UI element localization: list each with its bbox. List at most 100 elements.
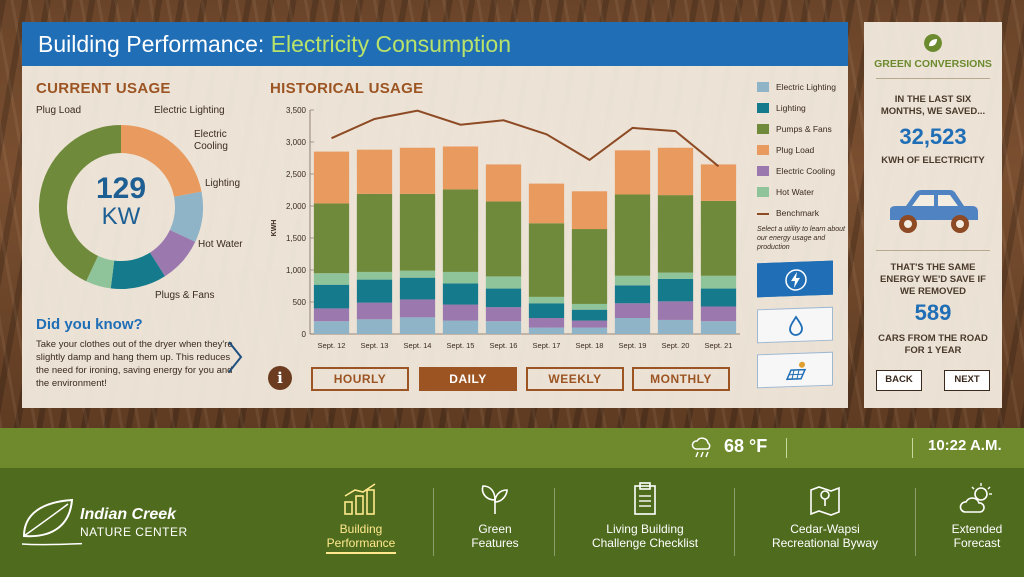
current-usage-unit: KW (101, 203, 141, 230)
bar-segment[interactable] (442, 271, 479, 284)
bar-segment[interactable] (657, 301, 694, 320)
donut-slice-5[interactable] (38, 125, 121, 282)
legend-swatch (757, 187, 769, 197)
nav-building-performance[interactable]: Building Performance (315, 482, 407, 572)
period-daily-button[interactable]: DAILY (419, 367, 517, 391)
bar-segment[interactable] (313, 203, 350, 274)
bar-segment[interactable] (399, 193, 436, 271)
bar-segment[interactable] (657, 278, 694, 302)
info-button[interactable]: i (268, 366, 292, 390)
nav-cedar-wapsi-byway[interactable]: Cedar-Wapsi Recreational Byway (757, 482, 893, 572)
water-utility-button[interactable] (757, 306, 833, 344)
bar-segment[interactable] (657, 147, 694, 196)
period-hourly-button[interactable]: HOURLY (311, 367, 409, 391)
bar-segment[interactable] (485, 201, 522, 277)
bar-segment[interactable] (313, 273, 350, 285)
y-tick-label: 500 (293, 298, 307, 307)
bar-segment[interactable] (356, 271, 393, 280)
bar-segment[interactable] (614, 303, 651, 318)
legend-label: Electric Cooling (776, 166, 836, 176)
bar-segment[interactable] (571, 320, 608, 328)
back-button[interactable]: BACK (876, 370, 922, 391)
bar-segment[interactable] (399, 270, 436, 278)
bar-segment[interactable] (657, 195, 694, 273)
bar-segment[interactable] (571, 191, 608, 230)
bar-segment[interactable] (614, 318, 651, 334)
bar-segment[interactable] (700, 288, 737, 307)
bar-segment[interactable] (528, 183, 565, 224)
bar-segment[interactable] (313, 308, 350, 322)
donut-slice-2[interactable] (149, 229, 196, 277)
bar-segment[interactable] (700, 306, 737, 322)
bar-segment[interactable] (657, 319, 694, 334)
donut-slice-0[interactable] (121, 125, 202, 197)
bar-segment[interactable] (571, 303, 608, 310)
bar-segment[interactable] (356, 302, 393, 320)
clipboard-icon (634, 482, 656, 515)
solar-utility-button[interactable] (757, 351, 833, 389)
donut-slice-1[interactable] (169, 191, 203, 242)
bar-segment[interactable] (485, 276, 522, 289)
bar-segment[interactable] (442, 189, 479, 272)
bar-segment[interactable] (657, 272, 694, 279)
bar-segment[interactable] (442, 146, 479, 190)
label-electric-cooling: Electric Cooling (194, 129, 228, 152)
bar-segment[interactable] (442, 320, 479, 334)
divider (876, 78, 990, 79)
bar-segment[interactable] (700, 275, 737, 289)
page-title: Building Performance: Electricity Consum… (22, 22, 848, 66)
bar-segment[interactable] (313, 284, 350, 309)
bar-segment[interactable] (485, 321, 522, 334)
bar-segment[interactable] (399, 317, 436, 334)
bar-segment[interactable] (571, 327, 608, 334)
bar-segment[interactable] (614, 275, 651, 286)
electricity-utility-button[interactable] (757, 260, 833, 298)
historical-usage-chart: KWH 0 500 1,000 1,500 2,000 2,500 3,000 3,500 Sep… (271, 106, 740, 350)
bar-segment[interactable] (528, 296, 565, 304)
period-monthly-button[interactable]: MONTHLY (632, 367, 730, 391)
bar-segment[interactable] (313, 321, 350, 334)
bottom-nav: Indian Creek NATURE CENTER Building Perf… (0, 468, 1024, 577)
current-usage-donut[interactable]: 129 KW (36, 122, 206, 292)
brand-line2: NATURE CENTER (80, 525, 188, 539)
bar-segment[interactable] (356, 319, 393, 334)
period-weekly-button[interactable]: WEEKLY (526, 367, 624, 391)
next-button[interactable]: NEXT (944, 370, 990, 391)
nav-extended-forecast[interactable]: Extended Forecast (936, 482, 1018, 572)
bar-segment[interactable] (528, 318, 565, 328)
bar-segment[interactable] (442, 283, 479, 305)
y-tick-label: 3,000 (286, 138, 307, 147)
nav-green-features[interactable]: Green Features (452, 482, 538, 572)
bar-segment[interactable] (485, 164, 522, 202)
bar-segment[interactable] (356, 149, 393, 194)
donut-slice-3[interactable] (110, 252, 165, 289)
bar-segment[interactable] (700, 200, 737, 276)
bar-segment[interactable] (485, 288, 522, 308)
bar-segment[interactable] (528, 223, 565, 297)
bar-segment[interactable] (313, 151, 350, 204)
bar-segment[interactable] (614, 150, 651, 195)
bar-segment[interactable] (485, 307, 522, 322)
legend-swatch (757, 124, 769, 134)
bar-segment[interactable] (571, 309, 608, 321)
bar-segment[interactable] (528, 327, 565, 334)
y-tick-label: 2,000 (286, 202, 307, 211)
bar-segment[interactable] (571, 229, 608, 304)
bar-segment[interactable] (700, 164, 737, 201)
bar-segment[interactable] (356, 193, 393, 272)
bar-segment[interactable] (442, 304, 479, 321)
bar-segment[interactable] (399, 299, 436, 318)
bar-segment[interactable] (356, 279, 393, 303)
divider (433, 488, 434, 556)
x-tick-label: Sept. 13 (361, 341, 389, 350)
bar-segment[interactable] (614, 285, 651, 304)
bar-segment[interactable] (614, 194, 651, 276)
donut-slice-4[interactable] (86, 255, 115, 289)
bar-segment[interactable] (399, 147, 436, 194)
bar-segment[interactable] (528, 303, 565, 318)
nav-living-building-checklist[interactable]: Living Building Challenge Checklist (580, 482, 710, 572)
benchmark-line (331, 109, 720, 168)
bar-segment[interactable] (399, 277, 436, 300)
bar-segment[interactable] (700, 321, 737, 334)
next-tip-chevron-icon[interactable] (226, 340, 244, 374)
